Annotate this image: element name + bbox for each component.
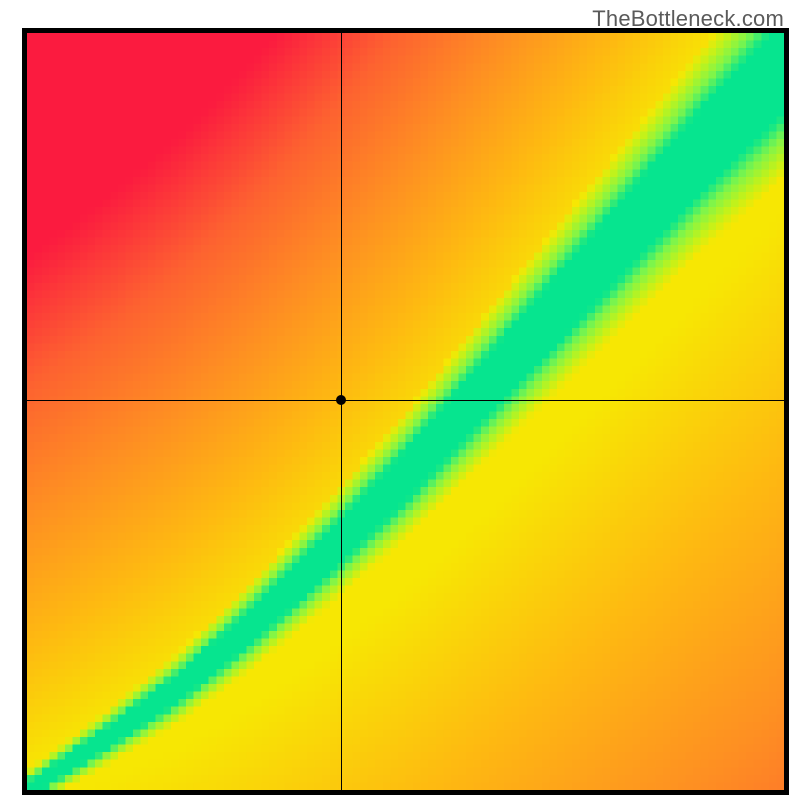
chart-container: TheBottleneck.com — [0, 0, 800, 800]
watermark-text: TheBottleneck.com — [592, 6, 784, 32]
heatmap-canvas — [27, 33, 784, 790]
